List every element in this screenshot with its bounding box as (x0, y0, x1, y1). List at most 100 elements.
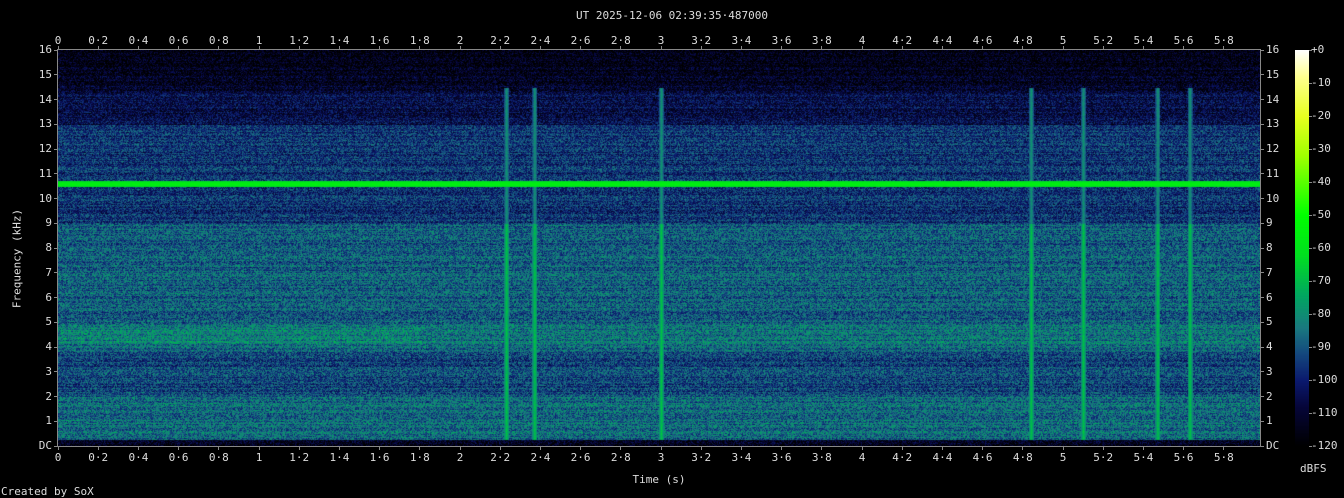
y-tick-label-right: 1 (1266, 414, 1273, 428)
y-tick-right (1260, 297, 1264, 298)
sox-credit: Created by SoX (1, 485, 94, 498)
x-tick-label-top: 2·4 (530, 34, 551, 47)
x-tick-label-bottom: 0·6 (168, 451, 189, 464)
y-tick-right (1260, 198, 1264, 199)
y-tick-label-left: 10 (38, 191, 52, 205)
colorbar-tick (1309, 247, 1312, 249)
x-tick-top (821, 46, 823, 50)
x-tick-bottom (1022, 446, 1024, 450)
y-tick-label-left: DC (38, 439, 52, 452)
x-tick-label-bottom: 2·8 (610, 451, 631, 464)
x-tick-bottom (700, 446, 702, 450)
colorbar-tick-label: -100 (1311, 373, 1338, 386)
x-tick-bottom (178, 446, 180, 450)
y-tick-label-right: DC (1266, 439, 1280, 452)
colorbar-tick (1309, 82, 1312, 84)
x-tick-label-bottom: 2·6 (570, 451, 591, 464)
y-tick-label-right: 3 (1266, 364, 1273, 378)
y-tick-label-left: 15 (38, 67, 52, 81)
colorbar-tick-label: +0 (1311, 43, 1325, 56)
y-tick-left (54, 222, 58, 224)
x-tick-bottom (901, 446, 903, 450)
y-tick-label-left: 14 (38, 92, 52, 106)
x-tick-label-bottom: 0·4 (128, 451, 149, 464)
x-tick-label-bottom: 3·2 (691, 451, 712, 464)
x-tick-top (178, 46, 180, 50)
y-tick-left (54, 247, 58, 249)
y-tick-label-left: 11 (38, 166, 52, 180)
y-tick-label-right: 13 (1266, 117, 1280, 131)
x-tick-top (901, 46, 903, 50)
colorbar-tick-label: -30 (1311, 142, 1331, 155)
y-tick-left (54, 49, 58, 51)
x-tick-label-top: 5·6 (1173, 34, 1194, 47)
colorbar-tick-label: -60 (1311, 241, 1331, 254)
y-tick-right (1260, 272, 1264, 274)
colorbar-tick (1309, 412, 1312, 414)
x-tick-label-bottom: 4·6 (972, 451, 993, 464)
colorbar-tick (1309, 214, 1312, 216)
y-tick-left (54, 371, 58, 373)
y-tick-right (1260, 173, 1264, 175)
x-tick-label-top: 5·4 (1133, 34, 1154, 47)
y-tick-right (1260, 74, 1264, 76)
y-tick-right (1260, 321, 1264, 323)
y-tick-left (54, 445, 58, 447)
x-tick-label-top: 0·8 (208, 34, 229, 47)
colorbar-tick-label: -40 (1311, 175, 1331, 188)
x-tick-label-bottom: 4·2 (892, 451, 913, 464)
x-tick-top (700, 46, 702, 50)
x-tick-bottom (982, 446, 984, 450)
colorbar-tick (1309, 280, 1312, 282)
x-tick-top (539, 46, 541, 50)
x-tick-top (1223, 46, 1225, 50)
x-tick-label-top: 4 (858, 34, 866, 47)
x-tick-bottom (861, 446, 863, 450)
x-tick-bottom (459, 446, 461, 450)
chart-title: UT 2025-12-06 02:39:35·487000 (575, 9, 769, 22)
x-tick-label-top: 1 (255, 34, 263, 47)
x-tick-label-bottom: 5·8 (1213, 451, 1234, 464)
x-tick-top (379, 46, 381, 50)
x-tick-label-top: 4·8 (1012, 34, 1033, 47)
x-tick-top (982, 46, 984, 50)
x-tick-bottom (379, 446, 381, 450)
x-tick-top (660, 46, 662, 50)
x-tick-bottom (539, 446, 541, 450)
colorbar-tick (1309, 181, 1312, 183)
x-tick-label-bottom: 4·4 (932, 451, 953, 464)
x-tick-label-bottom: 1·6 (369, 451, 390, 464)
y-tick-label-left: 6 (45, 290, 52, 304)
y-tick-right (1260, 371, 1264, 373)
x-tick-label-top: 0·6 (168, 34, 189, 47)
y-tick-label-left: 8 (45, 241, 52, 254)
x-tick-label-bottom: 5 (1059, 451, 1067, 464)
y-tick-label-right: 6 (1266, 290, 1273, 304)
y-tick-label-right: 8 (1266, 241, 1273, 254)
y-tick-label-left: 4 (45, 340, 52, 353)
x-tick-bottom (258, 446, 260, 450)
x-tick-top (1022, 46, 1024, 50)
y-tick-left (54, 297, 58, 298)
colorbar-tick-label: -10 (1311, 76, 1331, 89)
x-tick-top (137, 46, 139, 50)
x-tick-top (620, 46, 622, 50)
x-tick-label-bottom: 1·4 (329, 451, 350, 464)
x-tick-label-top: 3·4 (731, 34, 752, 47)
x-tick-bottom (1142, 446, 1144, 450)
x-tick-label-bottom: 3·4 (731, 451, 752, 464)
y-tick-label-left: 12 (38, 142, 52, 155)
x-tick-top (258, 46, 260, 50)
x-tick-bottom (97, 446, 99, 450)
x-tick-top (861, 46, 863, 50)
y-tick-right (1260, 346, 1264, 348)
y-tick-label-left: 9 (45, 216, 52, 230)
x-axis-label: Time (s) (632, 473, 686, 486)
x-tick-top (97, 46, 99, 50)
x-tick-label-top: 1·4 (329, 34, 350, 47)
x-tick-label-top: 1·8 (409, 34, 430, 47)
x-tick-top (1142, 46, 1144, 50)
y-tick-left (54, 74, 58, 76)
x-tick-label-bottom: 5·6 (1173, 451, 1194, 464)
x-tick-bottom (941, 446, 943, 450)
